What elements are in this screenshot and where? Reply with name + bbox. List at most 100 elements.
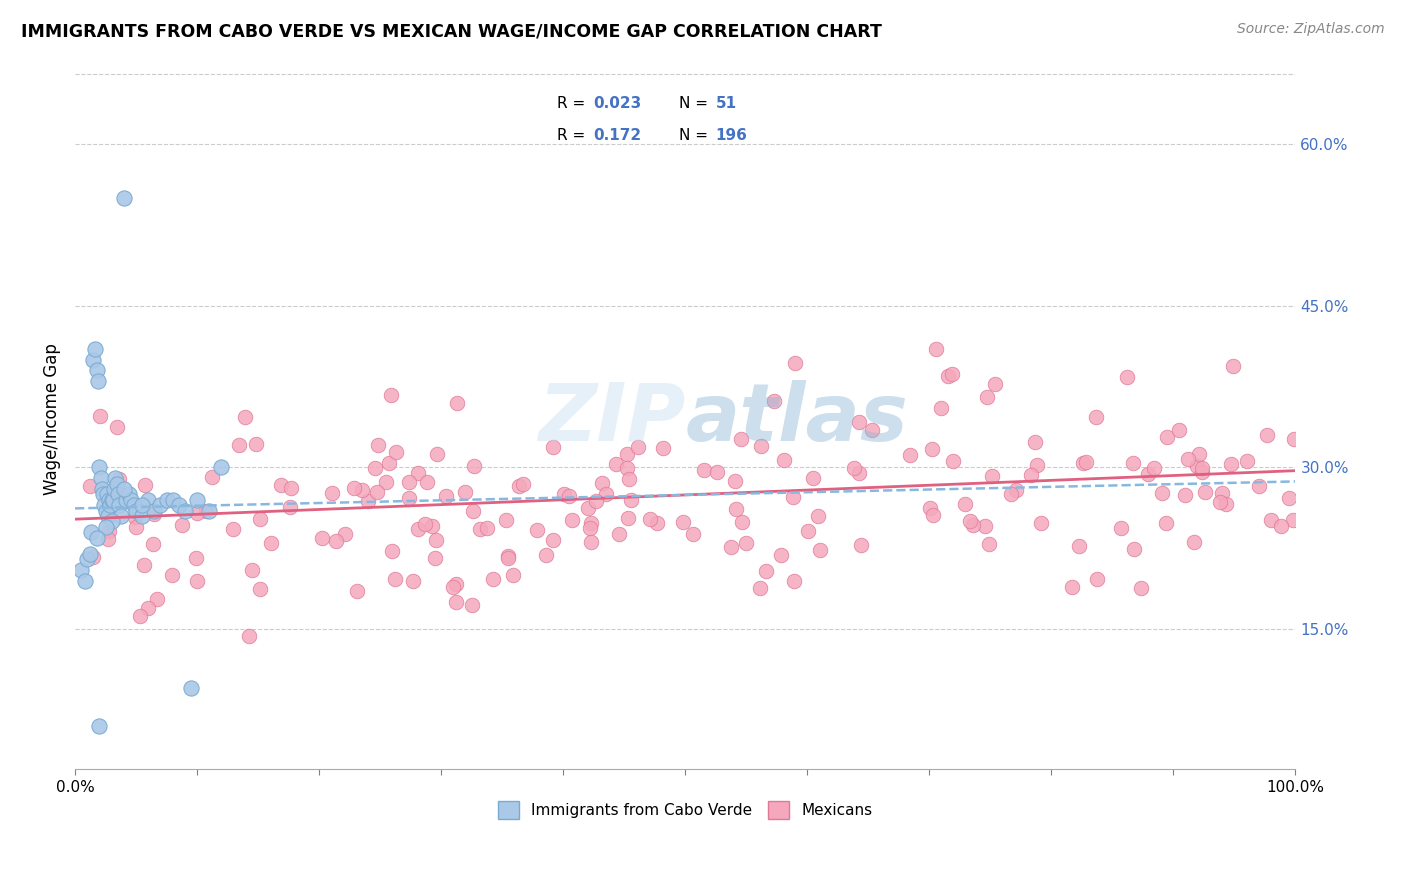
Point [406, 522, 429, 536]
Point [808, 543, 831, 558]
Point [920, 500, 942, 515]
Point [617, 511, 640, 525]
Point [1282, 513, 1305, 527]
Point [929, 401, 952, 416]
Point [280, 481, 302, 495]
Point [651, 441, 673, 455]
Point [754, 564, 776, 578]
Point [1177, 452, 1199, 467]
Text: 196: 196 [716, 128, 748, 143]
Point [149, 498, 172, 512]
Point [425, 533, 447, 547]
Point [131, 498, 153, 512]
Point [1130, 581, 1153, 595]
Point [434, 489, 457, 503]
Point [1182, 535, 1205, 549]
Point [640, 512, 662, 526]
Point [807, 509, 830, 524]
Point [496, 549, 519, 564]
Point [110, 508, 132, 523]
Point [692, 463, 714, 477]
Point [91, 487, 114, 501]
Point [579, 535, 602, 549]
Point [325, 533, 347, 548]
Point [124, 510, 146, 524]
Point [142, 507, 165, 521]
Point [454, 485, 477, 500]
Point [73, 574, 96, 588]
Point [1256, 428, 1278, 442]
Point [426, 447, 449, 461]
Point [1152, 485, 1174, 500]
Point [620, 492, 643, 507]
Point [1270, 518, 1292, 533]
Text: IMMIGRANTS FROM CABO VERDE VS MEXICAN WAGE/INCOME GAP CORRELATION CHART: IMMIGRANTS FROM CABO VERDE VS MEXICAN WA… [21, 22, 882, 40]
Point [579, 521, 602, 535]
Point [976, 390, 998, 404]
Point [97, 508, 120, 523]
Point [1222, 359, 1244, 374]
Point [105, 419, 128, 434]
Point [1076, 455, 1098, 469]
Point [534, 548, 557, 562]
Point [1029, 516, 1052, 530]
Point [103, 482, 125, 496]
Point [222, 522, 245, 536]
Point [118, 487, 141, 501]
Point [749, 439, 772, 453]
Point [94, 519, 117, 533]
Point [195, 504, 218, 518]
Point [763, 394, 786, 409]
Point [167, 498, 190, 512]
Point [406, 466, 429, 480]
Point [495, 513, 517, 527]
Point [725, 501, 748, 516]
Point [461, 503, 484, 517]
Point [321, 486, 343, 500]
Point [1194, 485, 1216, 500]
Point [90, 471, 112, 485]
Point [122, 498, 145, 512]
Point [1085, 572, 1108, 586]
Text: N =: N = [679, 128, 713, 143]
Point [561, 513, 583, 527]
Point [645, 516, 668, 530]
Point [1115, 370, 1137, 384]
Point [526, 523, 548, 537]
Point [921, 442, 943, 456]
Point [980, 468, 1002, 483]
Point [1137, 467, 1160, 482]
Point [105, 476, 128, 491]
Point [125, 503, 148, 517]
Point [82, 352, 104, 367]
Point [94, 503, 117, 517]
Point [941, 367, 963, 381]
Point [1278, 491, 1301, 505]
Point [112, 191, 135, 205]
Point [860, 423, 883, 437]
Point [180, 681, 202, 696]
Point [616, 447, 638, 461]
Point [585, 493, 607, 508]
Point [249, 511, 271, 525]
Point [97, 524, 120, 538]
Point [1209, 494, 1232, 508]
Point [959, 514, 981, 528]
Point [731, 515, 754, 529]
Point [1024, 435, 1046, 450]
Point [186, 506, 208, 520]
Point [228, 438, 250, 452]
Point [730, 433, 752, 447]
Point [953, 497, 976, 511]
Point [311, 531, 333, 545]
Point [125, 520, 148, 534]
Point [1005, 483, 1028, 497]
Point [363, 461, 385, 475]
Point [374, 475, 396, 490]
Point [1249, 479, 1271, 493]
Point [512, 477, 534, 491]
Point [617, 472, 640, 486]
Point [706, 465, 728, 479]
Point [682, 527, 704, 541]
Point [87, 374, 110, 388]
